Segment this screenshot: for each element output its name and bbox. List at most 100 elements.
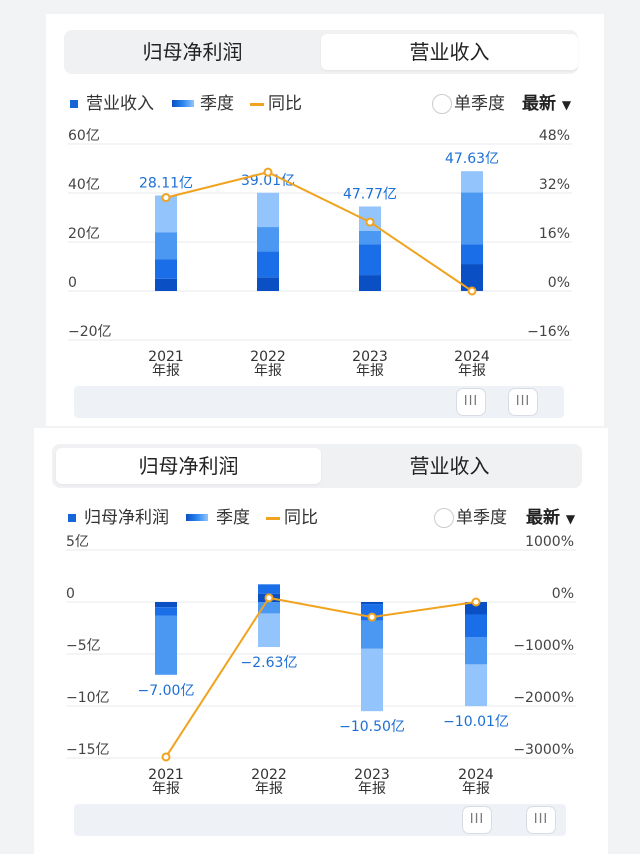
right-axis-tick: −2000% [513,690,574,706]
left-axis-tick: 0 [66,586,75,602]
latest-dropdown[interactable]: 最新 ▼ [522,92,571,117]
bar-segment [155,602,177,608]
right-axis-tick: −16% [527,324,570,340]
legend-quarter-label[interactable]: 季度 [216,508,250,528]
legend-quarter-swatch [186,514,208,521]
bar-value-label: 39.01亿 [241,173,295,189]
slider-handle-end[interactable]: III [526,806,556,834]
right-axis-tick: 1000% [525,534,574,550]
bar-segment [155,607,177,616]
x-tick-label: 2021 [148,767,184,783]
yoy-point [264,593,274,603]
legend-bar-swatch [68,514,76,522]
single-quarter-label[interactable]: 单季度 [456,508,507,528]
latest-label: 最新 [526,508,560,528]
caret-down-icon: ▼ [565,512,576,526]
tab-revenue[interactable]: 营业收入 [321,34,578,70]
left-axis-tick: 20亿 [68,226,100,242]
left-axis-tick: −20亿 [68,324,112,340]
bar-segment [257,277,279,291]
bar-segment [155,278,177,291]
revenue-panel: 归母净利润 营业收入 营业收入 季度 同比 单季度 最新 ▼ 60亿 48% 40亿… [46,14,604,426]
tab-net-profit[interactable]: 归母净利润 [56,448,321,484]
bar-segment [461,264,483,291]
right-axis-tick: −1000% [513,638,574,654]
bar-segment [361,602,383,605]
bar-value-label: −10.01亿 [443,714,509,730]
legend-primary-label: 归母净利润 [84,508,169,528]
x-tick-label: 2021 [148,349,184,365]
x-tick-label: 2023 [352,349,388,365]
bar-segment [461,244,483,265]
bar-segment [359,275,381,291]
left-axis-tick: −5亿 [66,638,101,654]
yoy-point [467,286,477,296]
latest-label: 最新 [522,94,556,114]
yoy-point [161,193,171,203]
bar-segment [465,614,487,638]
x-tick-sublabel: 年报 [152,363,180,379]
single-quarter-radio[interactable] [432,94,452,114]
legend-bar-swatch [70,100,78,108]
left-axis-tick: 0 [68,275,77,291]
left-axis-tick: 60亿 [68,128,100,144]
bar-value-label: 28.11亿 [139,175,193,191]
bar-value-label: −7.00亿 [138,683,195,699]
latest-dropdown[interactable]: 最新 ▼ [526,506,575,531]
bar-segment [465,602,487,615]
yoy-line [165,171,473,292]
range-slider[interactable]: III III [74,804,566,836]
metric-tabs: 归母净利润 营业收入 [64,30,578,74]
x-tick-label: 2024 [454,349,490,365]
net-profit-panel: 归母净利润 营业收入 归母净利润 季度 同比 单季度 最新 ▼ 5亿 1000% 0… [34,428,608,854]
yoy-point [161,752,171,762]
x-tick-sublabel: 年报 [358,781,386,797]
x-tick-sublabel: 年报 [254,363,282,379]
legend-yoy-swatch [266,517,280,520]
left-axis-tick: −15亿 [66,742,110,758]
x-tick-label: 2022 [250,349,286,365]
bar-segment [257,251,279,278]
left-axis-tick: 40亿 [68,177,100,193]
slider-handle-start[interactable]: III [456,388,486,416]
range-slider[interactable]: III III [74,386,564,418]
x-tick-label: 2024 [458,767,494,783]
tab-revenue[interactable]: 营业收入 [409,454,490,478]
legend-yoy-label[interactable]: 同比 [268,94,302,114]
slider-handle-end[interactable]: III [508,388,538,416]
x-tick-sublabel: 年报 [255,781,283,797]
bar-value-label: −10.50亿 [339,719,405,735]
bar-segment [465,664,487,707]
legend-yoy-label[interactable]: 同比 [284,508,318,528]
bar-segment [155,259,177,279]
chart-legend: 营业收入 季度 同比 单季度 最新 ▼ [70,92,594,116]
left-axis-tick: 5亿 [66,534,89,550]
bar-segment [361,648,383,712]
x-tick-label: 2023 [354,767,390,783]
bar-segment [258,602,280,614]
revenue-chart: 60亿 48%40亿 32%20亿 16%0 0%−20亿 −16%28.11亿2021年… [68,128,572,379]
legend-yoy-swatch [250,103,264,106]
x-tick-sublabel: 年报 [458,363,486,379]
yoy-line [165,596,477,758]
x-tick-sublabel: 年报 [356,363,384,379]
x-tick-sublabel: 年报 [462,781,490,797]
yoy-point [263,167,273,177]
right-axis-tick: −3000% [513,742,574,758]
bar-segment [465,637,487,665]
yoy-point [471,597,481,607]
right-axis-tick: 0% [552,586,574,602]
single-quarter-radio[interactable] [434,508,454,528]
bar-segment [257,227,279,252]
bar-segment [258,584,280,594]
bar-segment [155,232,177,260]
legend-quarter-label[interactable]: 季度 [200,94,234,114]
slider-handle-start[interactable]: III [462,806,492,834]
bar-segment [461,192,483,245]
legend-primary-label: 营业收入 [86,94,154,114]
single-quarter-label[interactable]: 单季度 [454,94,505,114]
bar-segment [461,171,483,193]
tab-net-profit[interactable]: 归母净利润 [142,40,243,64]
caret-down-icon: ▼ [561,98,572,112]
legend-quarter-swatch [172,100,194,107]
